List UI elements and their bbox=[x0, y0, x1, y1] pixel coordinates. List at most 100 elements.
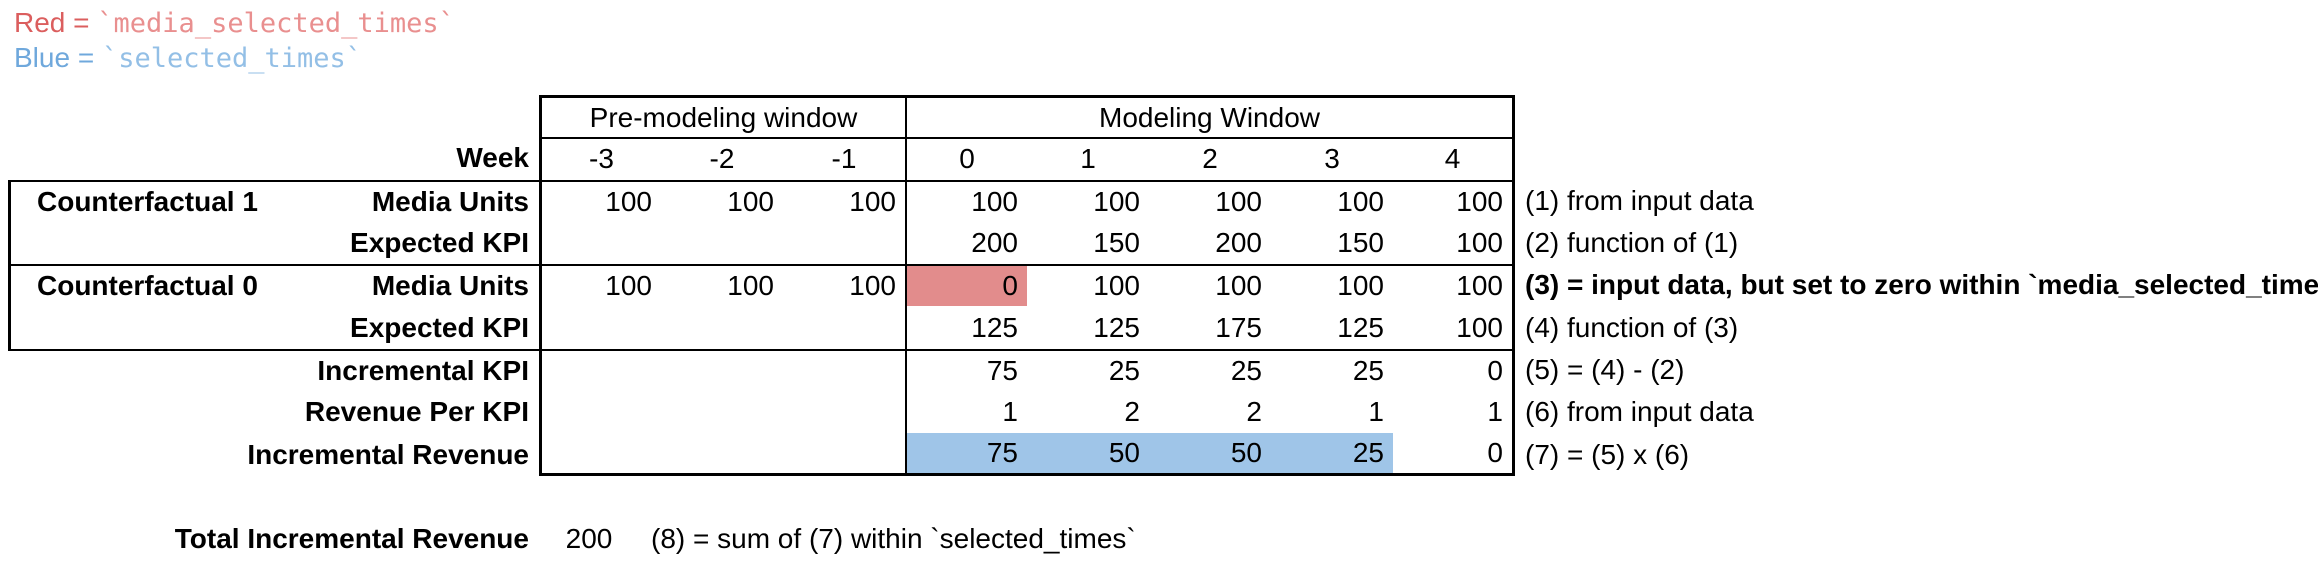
table-cell bbox=[661, 433, 783, 476]
total-label: Total Incremental Revenue bbox=[174, 523, 529, 554]
row-label-revenue-per-kpi: Revenue Per KPI bbox=[304, 396, 529, 428]
table-cell: 200 bbox=[905, 221, 1027, 265]
table-cell: 100 bbox=[1393, 179, 1515, 222]
table-cell bbox=[661, 348, 783, 391]
table-cell bbox=[661, 222, 783, 264]
legend-red-code: `media_selected_times` bbox=[97, 8, 455, 39]
table-cell: 175 bbox=[1215, 311, 1262, 343]
table-cell: 1 bbox=[1393, 391, 1515, 434]
color-legend: Red = `media_selected_times` Blue = `sel… bbox=[14, 6, 455, 76]
table-cell bbox=[783, 348, 905, 391]
table-cell bbox=[539, 433, 661, 476]
row-label-cf1-media-units: Counterfactual 1 Media Units bbox=[8, 179, 539, 222]
table-cell: 100 bbox=[1149, 264, 1271, 306]
legend-blue-line: Blue = `selected_times` bbox=[14, 41, 455, 76]
counterfactual-table: Pre-modeling window Modeling Window Week… bbox=[8, 95, 2318, 476]
table-cell-blue-highlight: 50 bbox=[1027, 433, 1149, 476]
total-value: 200 bbox=[565, 523, 613, 554]
row-annotation: (3) = input data, but set to zero within… bbox=[1525, 269, 2318, 301]
week-tick: 2 bbox=[1149, 137, 1271, 179]
table-cell: 100 bbox=[1393, 306, 1515, 349]
table-cell-blue-highlight: 50 bbox=[1149, 433, 1271, 476]
legend-red-label: Red = bbox=[14, 7, 98, 38]
table-cell: 0 bbox=[1393, 348, 1515, 392]
legend-blue-code: `selected_times` bbox=[101, 43, 363, 74]
metric-label: Media Units bbox=[371, 270, 529, 302]
row-label-cf0-expected-kpi: Expected KPI bbox=[8, 306, 539, 349]
table-cell: 0 bbox=[1393, 433, 1515, 476]
table-cell: 2 bbox=[1124, 396, 1140, 428]
table-cell: 75 bbox=[905, 348, 1027, 392]
table-cell bbox=[783, 306, 905, 348]
table-cell: 100 bbox=[539, 264, 661, 307]
table-cell: 100 bbox=[1027, 179, 1149, 222]
week-tick: 3 bbox=[1271, 137, 1393, 179]
annotation-spacer bbox=[1515, 95, 2318, 137]
table-cell: 25 bbox=[1271, 348, 1393, 391]
total-row: Total Incremental Revenue 200 (8) = sum … bbox=[8, 518, 1136, 560]
week-tick: -1 bbox=[783, 137, 905, 179]
total-annotation: (8) = sum of (7) within `selected_times` bbox=[651, 523, 1136, 554]
table-cell: 100 bbox=[783, 264, 905, 306]
table-cell: 200 bbox=[1215, 227, 1262, 259]
week-tick: 1 bbox=[1027, 137, 1149, 179]
table-cell bbox=[539, 391, 661, 434]
table-cell bbox=[783, 391, 905, 433]
week-tick: -3 bbox=[539, 137, 661, 180]
row-label-incremental-kpi: Incremental KPI bbox=[8, 348, 539, 391]
corner-spacer bbox=[8, 95, 539, 137]
annotation-spacer bbox=[1515, 137, 2318, 179]
table-cell: 150 bbox=[1337, 227, 1384, 259]
table-cell bbox=[539, 348, 661, 392]
table-cell: 1 bbox=[905, 391, 1027, 434]
table-cell: 25 bbox=[1027, 348, 1149, 391]
row-label-incremental-revenue: Incremental Revenue bbox=[247, 438, 529, 470]
pre-modeling-window-header: Pre-modeling window bbox=[539, 95, 905, 138]
table-cell: 100 bbox=[905, 179, 1027, 222]
table-cell bbox=[661, 306, 783, 348]
table-cell-red-highlight: 0 bbox=[905, 264, 1027, 307]
table-cell: 100 bbox=[1393, 264, 1515, 307]
table-cell-blue-highlight: 25 bbox=[1271, 433, 1393, 476]
table-cell: 100 bbox=[661, 179, 783, 222]
table-cell: 125 bbox=[1337, 311, 1384, 343]
row-annotation: (5) = (4) - (2) bbox=[1525, 353, 1685, 385]
legend-red-line: Red = `media_selected_times` bbox=[14, 6, 455, 41]
table-cell: 2 bbox=[1246, 396, 1262, 428]
week-tick: 4 bbox=[1393, 137, 1515, 180]
week-tick: -2 bbox=[661, 137, 783, 179]
table-cell bbox=[539, 221, 661, 265]
table-cell bbox=[783, 433, 905, 476]
table-cell: 150 bbox=[1093, 227, 1140, 259]
row-annotation: (2) function of (1) bbox=[1525, 227, 1739, 259]
row-label-cf1-expected-kpi: Expected KPI bbox=[8, 221, 539, 265]
table-cell: 100 bbox=[661, 264, 783, 306]
row-annotation: (7) = (5) x (6) bbox=[1525, 438, 1690, 470]
table-cell: 1 bbox=[1368, 396, 1384, 428]
group-label: Counterfactual 0 bbox=[37, 270, 258, 302]
row-annotation: (6) from input data bbox=[1525, 396, 1754, 428]
metric-label: Media Units bbox=[371, 185, 529, 217]
table-cell bbox=[661, 391, 783, 433]
row-annotation: (4) function of (3) bbox=[1525, 311, 1739, 343]
table-cell: 100 bbox=[783, 179, 905, 222]
week-tick: 0 bbox=[905, 137, 1027, 180]
table-cell-blue-highlight: 75 bbox=[905, 433, 1027, 476]
table-cell: 100 bbox=[539, 179, 661, 222]
table-cell bbox=[539, 306, 661, 349]
legend-blue-label: Blue = bbox=[14, 42, 102, 73]
table-cell: 25 bbox=[1149, 348, 1271, 391]
table-cell: 100 bbox=[1393, 221, 1515, 265]
table-cell: 100 bbox=[1271, 264, 1393, 306]
table-cell: 100 bbox=[1271, 179, 1393, 222]
modeling-window-header: Modeling Window bbox=[905, 95, 1515, 138]
table-cell bbox=[783, 222, 905, 264]
table-cell: 100 bbox=[1027, 264, 1149, 306]
week-row-label: Week bbox=[456, 142, 529, 174]
row-label-cf0-media-units: Counterfactual 0 Media Units bbox=[8, 264, 539, 307]
group-label: Counterfactual 1 bbox=[37, 185, 258, 217]
table-cell: 125 bbox=[905, 306, 1027, 349]
table-cell: 100 bbox=[1149, 179, 1271, 222]
row-annotation: (1) from input data bbox=[1525, 184, 1754, 216]
